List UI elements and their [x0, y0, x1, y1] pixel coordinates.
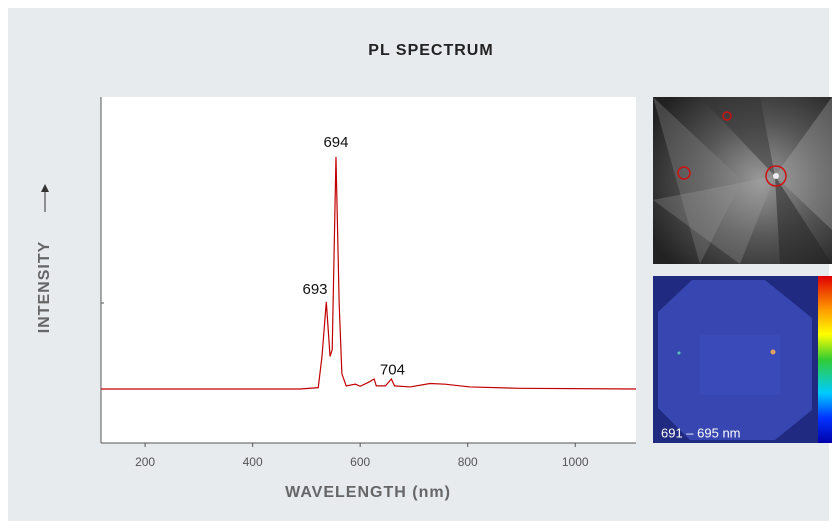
x-tick-label: 1000 [562, 455, 589, 469]
chart-title: PL SPECTRUM [368, 42, 493, 59]
x-tick-label: 600 [350, 455, 370, 469]
x-tick-label: 400 [243, 455, 263, 469]
peak-label: 694 [323, 134, 348, 151]
map-label: 691 – 695 nm [661, 425, 741, 440]
spectrum-line [101, 156, 637, 390]
plot-area [101, 97, 636, 443]
peak-label: 704 [380, 361, 405, 378]
pl-map [653, 276, 832, 443]
y-axis-label: INTENSITY [36, 241, 53, 334]
y-axis-arrowhead [41, 184, 49, 192]
x-axis-label: WAVELENGTH (nm) [285, 484, 451, 501]
peak-label: 693 [302, 281, 327, 298]
x-tick-label: 200 [135, 455, 155, 469]
x-tick-label: 800 [458, 455, 478, 469]
gem-photo [653, 97, 832, 264]
